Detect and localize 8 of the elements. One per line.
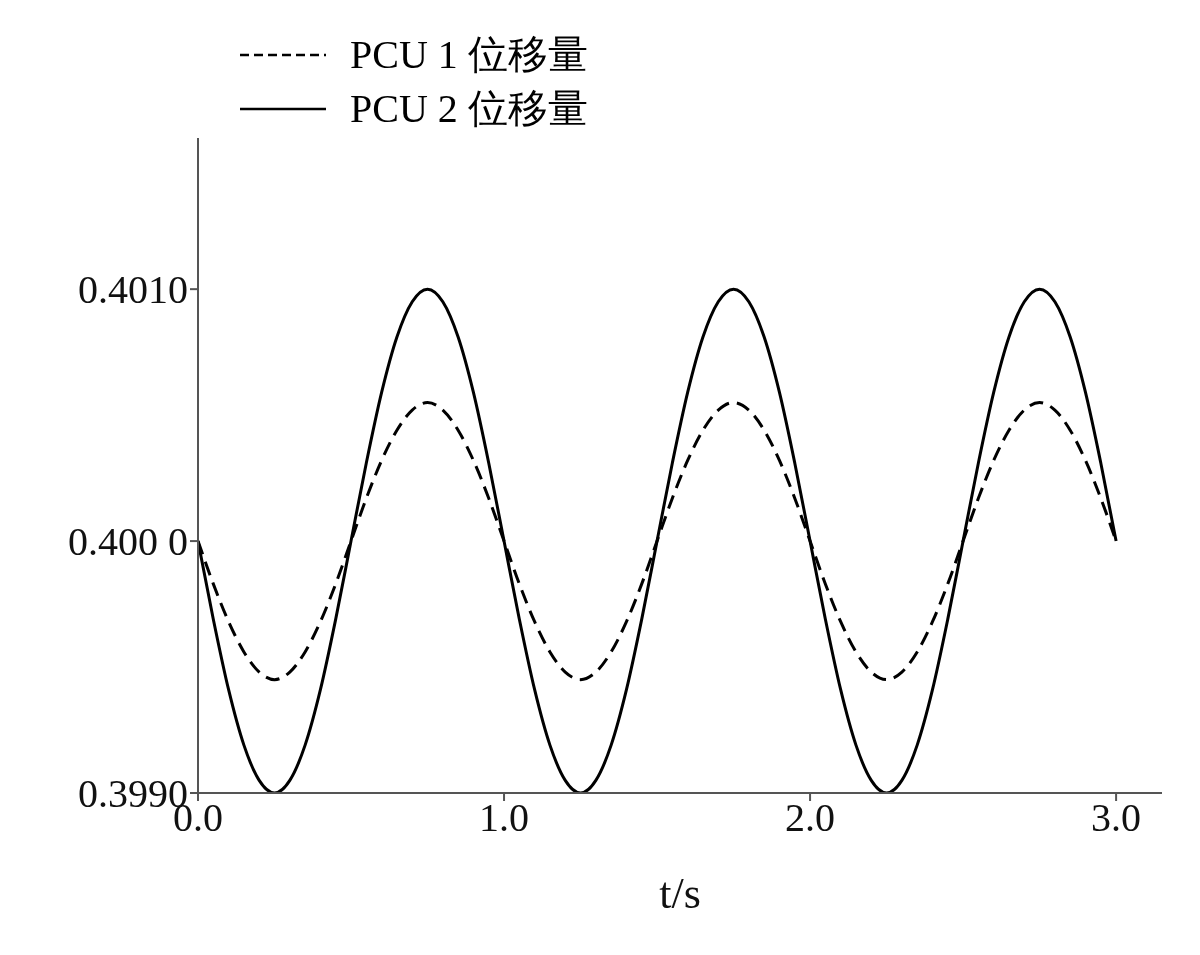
legend-label: PCU 2 位移量 [350, 85, 588, 133]
x-tick-label: 2.0 [785, 795, 836, 841]
x-tick-label: 1.0 [479, 795, 530, 841]
x-axis-title: t/s [659, 869, 701, 918]
y-tick-label: 0.4010 [78, 267, 188, 313]
legend-label: PCU 1 位移量 [350, 31, 588, 79]
x-tick-label: 3.0 [1091, 795, 1142, 841]
y-tick-label: 0.400 0 [68, 519, 188, 565]
